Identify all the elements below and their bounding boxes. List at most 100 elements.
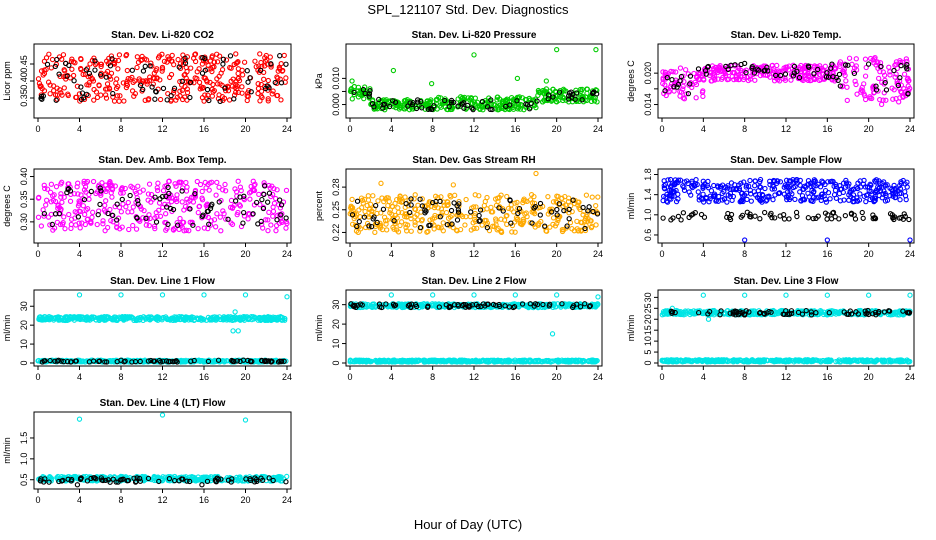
data-point bbox=[228, 220, 234, 226]
data-point bbox=[184, 196, 190, 202]
data-point bbox=[586, 303, 593, 310]
outlier-point bbox=[390, 67, 397, 74]
data-point bbox=[799, 193, 806, 199]
data-point bbox=[221, 211, 227, 217]
data-point bbox=[171, 85, 178, 91]
data-point bbox=[258, 218, 264, 225]
data-point bbox=[661, 182, 667, 189]
data-point bbox=[817, 184, 824, 190]
data-point bbox=[150, 75, 156, 81]
data-point bbox=[680, 83, 686, 90]
data-point bbox=[228, 197, 235, 204]
data-point bbox=[904, 58, 910, 65]
data-point bbox=[112, 183, 118, 189]
outlier-point bbox=[428, 80, 435, 87]
data-point bbox=[788, 194, 794, 201]
data-point bbox=[161, 58, 168, 65]
data-point bbox=[202, 213, 209, 219]
data-point bbox=[863, 64, 869, 71]
data-point bbox=[356, 207, 362, 213]
data-point bbox=[218, 228, 224, 234]
data-point bbox=[209, 53, 216, 59]
data-point bbox=[76, 201, 82, 207]
data-point bbox=[170, 206, 177, 213]
data-point bbox=[133, 190, 139, 197]
data-point bbox=[589, 90, 596, 97]
data-point bbox=[76, 91, 83, 97]
data-point bbox=[713, 198, 719, 204]
data-point bbox=[833, 181, 839, 188]
data-point bbox=[396, 196, 403, 202]
data-point bbox=[62, 226, 68, 232]
data-point bbox=[175, 56, 181, 63]
data-point bbox=[472, 192, 478, 198]
data-point bbox=[685, 91, 692, 97]
data-point bbox=[437, 214, 443, 220]
data-point bbox=[701, 199, 707, 205]
data-point bbox=[803, 76, 809, 82]
outlier-point bbox=[549, 331, 556, 337]
data-point bbox=[554, 99, 560, 105]
y-tick-label: 30 bbox=[331, 300, 341, 310]
x-tick-label: 20 bbox=[240, 124, 250, 134]
data-point bbox=[671, 193, 677, 199]
y-axis-label: kPa bbox=[314, 73, 324, 89]
series-2 bbox=[38, 53, 289, 105]
data-point bbox=[125, 199, 131, 206]
data-point bbox=[715, 76, 721, 82]
data-point bbox=[426, 222, 432, 229]
data-point bbox=[192, 52, 198, 58]
data-point bbox=[135, 201, 141, 207]
data-point bbox=[408, 304, 414, 311]
data-point bbox=[215, 357, 222, 363]
data-point bbox=[437, 198, 443, 205]
data-point bbox=[275, 202, 282, 208]
data-point bbox=[837, 59, 844, 65]
data-point bbox=[815, 66, 821, 73]
data-point bbox=[693, 176, 699, 183]
data-point bbox=[677, 177, 684, 183]
data-point bbox=[222, 188, 229, 194]
data-point bbox=[417, 228, 423, 234]
data-point bbox=[463, 196, 469, 203]
data-point bbox=[733, 72, 740, 79]
data-point bbox=[418, 99, 424, 105]
data-point bbox=[512, 229, 518, 235]
data-point bbox=[822, 187, 829, 194]
data-point bbox=[476, 212, 482, 219]
data-point bbox=[283, 187, 290, 194]
data-point bbox=[787, 183, 793, 189]
data-point bbox=[214, 59, 221, 65]
data-point bbox=[822, 63, 828, 69]
data-point bbox=[192, 51, 199, 57]
data-point bbox=[178, 222, 184, 229]
data-point bbox=[757, 183, 763, 190]
data-point bbox=[209, 93, 216, 99]
data-point bbox=[101, 207, 108, 213]
x-tick-label: 0 bbox=[347, 372, 352, 382]
data-point bbox=[126, 226, 132, 233]
data-point bbox=[675, 177, 682, 183]
data-point bbox=[278, 212, 284, 218]
data-point bbox=[184, 97, 190, 103]
data-point bbox=[211, 217, 218, 223]
data-point bbox=[62, 68, 68, 74]
data-point bbox=[194, 69, 200, 75]
data-point bbox=[86, 191, 92, 198]
data-point bbox=[38, 83, 44, 89]
data-point bbox=[516, 205, 523, 212]
x-tick-label: 0 bbox=[35, 249, 40, 259]
data-point bbox=[853, 81, 859, 88]
data-point bbox=[702, 67, 709, 74]
x-tick-label: 12 bbox=[157, 372, 167, 382]
data-point bbox=[222, 88, 229, 94]
data-point bbox=[480, 358, 486, 364]
data-point bbox=[74, 83, 81, 89]
data-point bbox=[480, 301, 486, 307]
data-point bbox=[436, 224, 442, 231]
data-point bbox=[370, 216, 376, 222]
x-tick-label: 12 bbox=[469, 124, 479, 134]
data-point bbox=[772, 192, 778, 198]
